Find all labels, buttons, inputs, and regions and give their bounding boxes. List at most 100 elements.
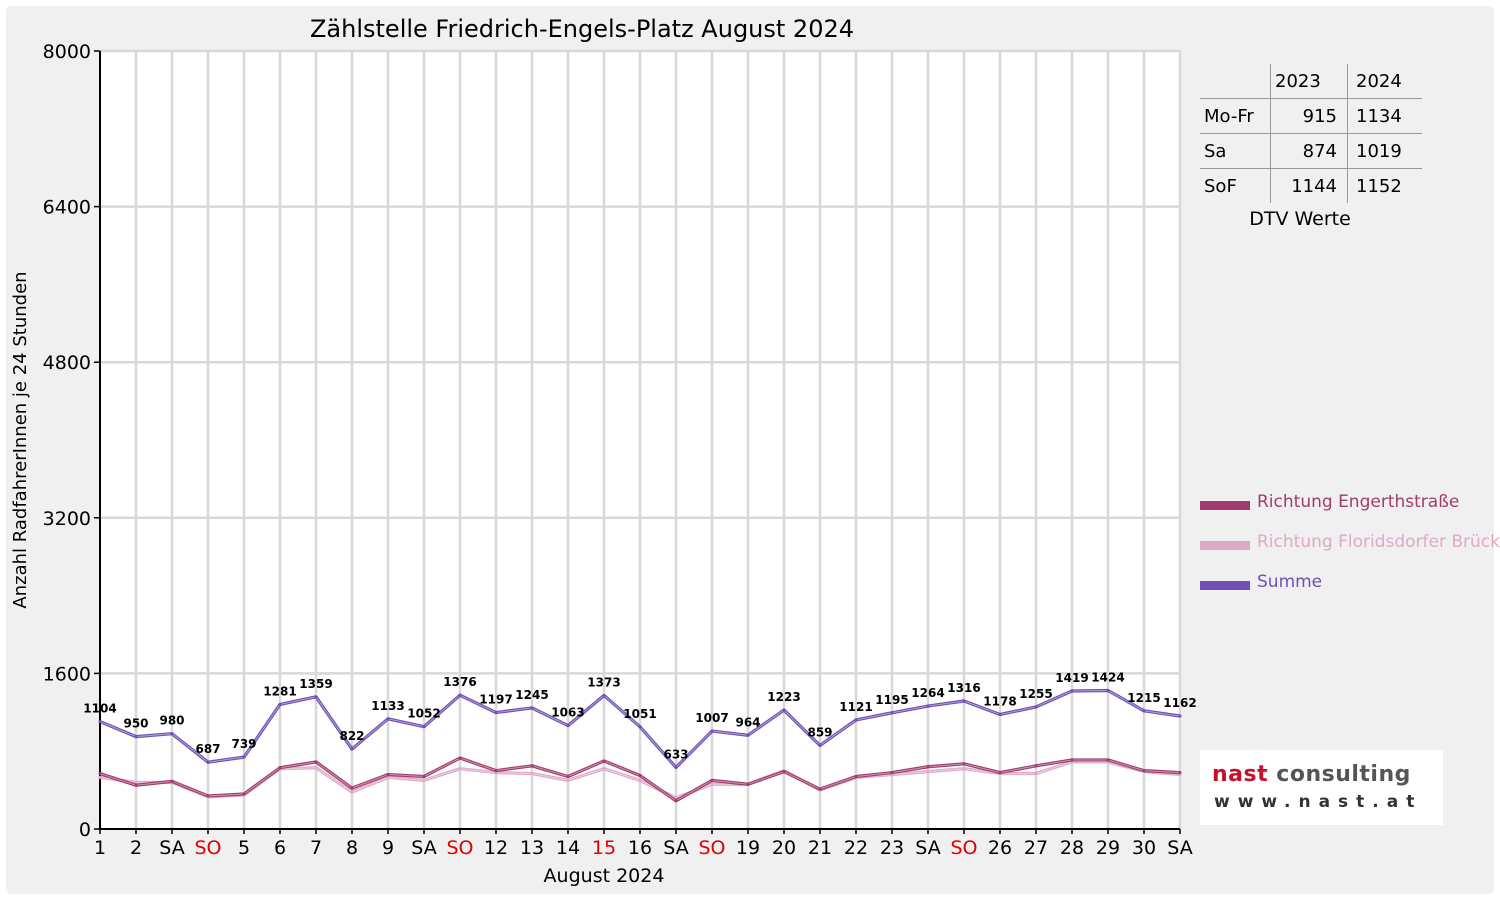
- data-label: 687: [195, 742, 220, 756]
- data-point: [602, 693, 606, 697]
- data-label: 1281: [263, 684, 296, 698]
- data-label: 1007: [695, 711, 728, 725]
- data-point: [386, 717, 390, 721]
- data-point: [494, 769, 498, 773]
- data-label: 1316: [947, 681, 980, 695]
- data-point: [422, 725, 426, 729]
- x-tick-label: 7: [310, 837, 322, 859]
- data-label: 1376: [443, 675, 476, 689]
- dtv-value-2024: 1134: [1347, 98, 1422, 134]
- data-point: [998, 771, 1002, 775]
- data-point: [1034, 705, 1038, 709]
- data-label: 1104: [83, 702, 116, 716]
- data-point: [566, 778, 570, 782]
- dtv-value-2024: 1152: [1347, 168, 1422, 203]
- legend-swatch: [1200, 501, 1250, 510]
- data-point: [638, 778, 642, 782]
- data-point: [818, 787, 822, 791]
- data-point: [926, 704, 930, 708]
- y-tick-label: 3200: [43, 508, 91, 530]
- x-tick-label: 1: [94, 837, 106, 859]
- dtv-row-label: Mo-Fr: [1200, 98, 1271, 134]
- data-point: [314, 766, 318, 770]
- dtv-header-row: 2023 2024: [1200, 64, 1422, 99]
- x-tick-label: 20: [772, 837, 796, 859]
- dtv-row-label: SoF: [1200, 168, 1271, 203]
- data-label: 1178: [983, 694, 1016, 708]
- data-label: 1195: [875, 693, 908, 707]
- chart-title: Zählstelle Friedrich-Engels-Platz August…: [310, 15, 854, 43]
- data-label: 1162: [1163, 696, 1196, 710]
- data-point: [314, 695, 318, 699]
- data-point: [278, 766, 282, 770]
- logo-name-part1: nast: [1212, 762, 1269, 787]
- data-point: [422, 778, 426, 782]
- data-point: [1142, 709, 1146, 713]
- data-point: [314, 760, 318, 764]
- x-tick-label: SO: [698, 837, 725, 859]
- data-point: [458, 767, 462, 771]
- data-point: [1106, 689, 1110, 693]
- x-tick-label: SA: [411, 837, 436, 859]
- data-label: 1419: [1055, 671, 1088, 685]
- y-tick-label: 8000: [43, 41, 91, 63]
- data-point: [458, 693, 462, 697]
- data-point: [98, 775, 102, 779]
- data-label: 739: [231, 737, 256, 751]
- data-point: [854, 718, 858, 722]
- dtv-caption: DTV Werte: [1249, 208, 1351, 230]
- data-point: [206, 794, 210, 798]
- x-tick-label: SO: [446, 837, 473, 859]
- y-axis-label: Anzahl RadfahrerInnen je 24 Stunden: [10, 271, 31, 608]
- data-point: [710, 729, 714, 733]
- data-label: 1063: [551, 706, 584, 720]
- data-label: 1197: [479, 693, 512, 707]
- dtv-row: Mo-Fr 915 1134: [1200, 98, 1422, 134]
- data-point: [350, 786, 354, 790]
- data-point: [962, 699, 966, 703]
- x-tick-label: SO: [950, 837, 977, 859]
- x-tick-label: 22: [844, 837, 868, 859]
- data-label: 822: [339, 729, 364, 743]
- data-label: 1133: [371, 699, 404, 713]
- data-point: [170, 732, 174, 736]
- x-tick-label: 28: [1060, 837, 1084, 859]
- x-tick-label: 13: [520, 837, 544, 859]
- legend-label: Richtung Engerthstraße: [1257, 492, 1460, 512]
- data-point: [1034, 764, 1038, 768]
- data-label: 964: [735, 715, 760, 729]
- data-point: [710, 782, 714, 786]
- data-label: 1255: [1019, 687, 1052, 701]
- data-label: 950: [123, 717, 148, 731]
- data-label: 1264: [911, 686, 944, 700]
- data-point: [602, 767, 606, 771]
- data-point: [782, 708, 786, 712]
- x-axis-label: August 2024: [544, 865, 665, 887]
- data-point: [566, 774, 570, 778]
- dtv-value-2023: 915: [1270, 98, 1348, 134]
- x-tick-label: 16: [628, 837, 652, 859]
- data-point: [494, 711, 498, 715]
- data-point: [962, 767, 966, 771]
- data-label: 1373: [587, 675, 620, 689]
- y-tick-label: 6400: [43, 197, 91, 219]
- y-tick-label: 4800: [43, 352, 91, 374]
- x-tick-label: 29: [1096, 837, 1120, 859]
- data-point: [854, 774, 858, 778]
- dtv-value-2024: 1019: [1347, 133, 1422, 169]
- legend-label: Richtung Floridsdorfer Brücke: [1257, 532, 1500, 552]
- data-point: [350, 790, 354, 794]
- data-point: [962, 762, 966, 766]
- data-point: [710, 778, 714, 782]
- data-point: [206, 760, 210, 764]
- data-point: [1178, 714, 1182, 718]
- x-tick-label: 30: [1132, 837, 1156, 859]
- x-tick-label: 8: [346, 837, 358, 859]
- data-point: [1178, 771, 1182, 775]
- x-tick-label: 27: [1024, 837, 1048, 859]
- dtv-row: SoF 1144 1152: [1200, 168, 1422, 203]
- dtv-value-2023: 874: [1270, 133, 1348, 169]
- data-point: [998, 712, 1002, 716]
